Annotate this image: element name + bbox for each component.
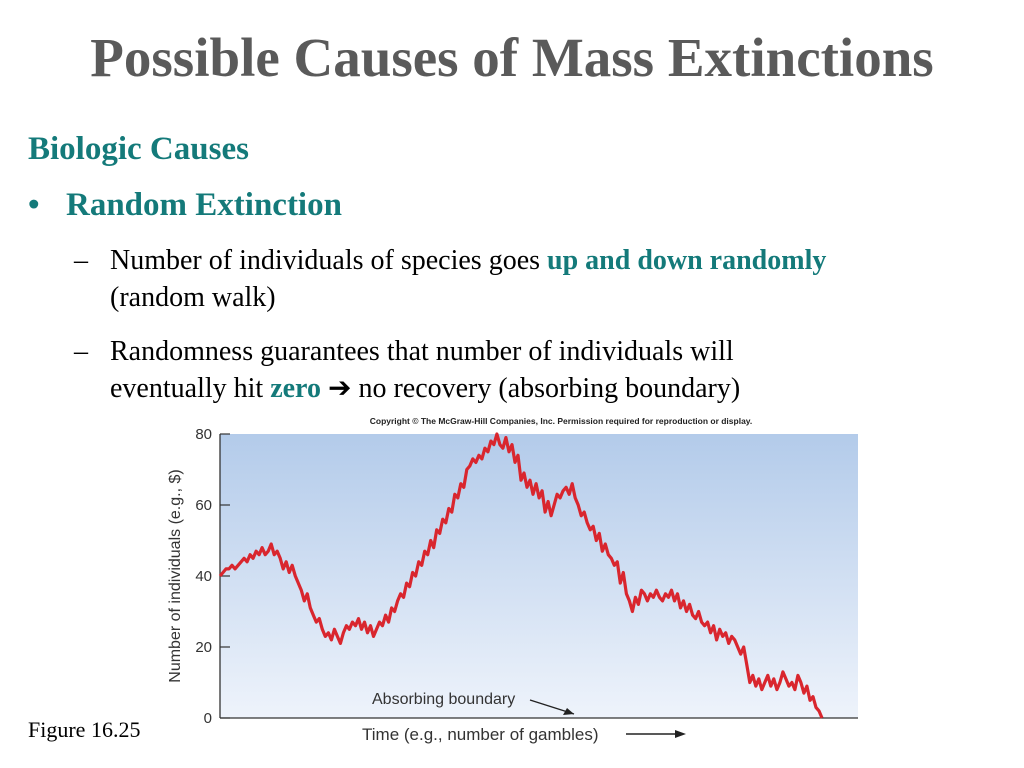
y-tick-label: 40 bbox=[195, 568, 212, 585]
y-tick-label: 80 bbox=[195, 426, 212, 443]
dash-symbol: – bbox=[74, 336, 88, 367]
section-heading: Biologic Causes bbox=[28, 131, 249, 167]
bullet-symbol: • bbox=[28, 187, 40, 223]
text-prefix: eventually hit bbox=[110, 373, 271, 404]
slide-title: Possible Causes of Mass Extinctions bbox=[90, 27, 934, 88]
sub-item-line: eventually hit zero ➔ no recovery (absor… bbox=[110, 370, 740, 407]
bullet-random-extinction: • Random Extinction bbox=[28, 187, 342, 224]
annotation-arrowhead bbox=[563, 708, 574, 715]
y-tick-label: 0 bbox=[204, 710, 212, 727]
text-suffix: no recovery (absorbing boundary) bbox=[351, 373, 741, 404]
sub-item-line: Number of individuals of species goes up… bbox=[110, 242, 826, 279]
figure-caption: Figure 16.25 bbox=[28, 717, 141, 742]
copyright-notice: Copyright © The McGraw-Hill Companies, I… bbox=[370, 416, 753, 426]
right-arrow-icon: ➔ bbox=[327, 373, 352, 404]
y-axis-label: Number of individuals (e.g., $) bbox=[167, 469, 184, 682]
bullet-label: Random Extinction bbox=[66, 187, 342, 223]
series-line bbox=[218, 432, 824, 719]
plot-background bbox=[220, 434, 858, 718]
random-walk-chart: Copyright © The McGraw-Hill Companies, I… bbox=[167, 416, 858, 744]
highlight-text: up and down randomly bbox=[547, 245, 827, 276]
x-axis-label: Time (e.g., number of gambles) bbox=[362, 725, 599, 744]
highlight-text: zero bbox=[270, 373, 321, 404]
x-axis-arrowhead bbox=[675, 730, 686, 738]
y-tick-label: 60 bbox=[195, 497, 212, 514]
annotation-absorbing-boundary: Absorbing boundary bbox=[372, 691, 515, 708]
dash-symbol: – bbox=[74, 245, 88, 276]
sub-item-text: Number of individuals of species goes up… bbox=[110, 242, 826, 316]
sub-item-line: (random walk) bbox=[110, 282, 276, 313]
y-tick-label: 20 bbox=[195, 639, 212, 656]
sub-item-text: Randomness guarantees that number of ind… bbox=[110, 333, 740, 407]
text-prefix: Number of individuals of species goes bbox=[110, 245, 548, 276]
sub-item-line: Randomness guarantees that number of ind… bbox=[110, 336, 734, 367]
